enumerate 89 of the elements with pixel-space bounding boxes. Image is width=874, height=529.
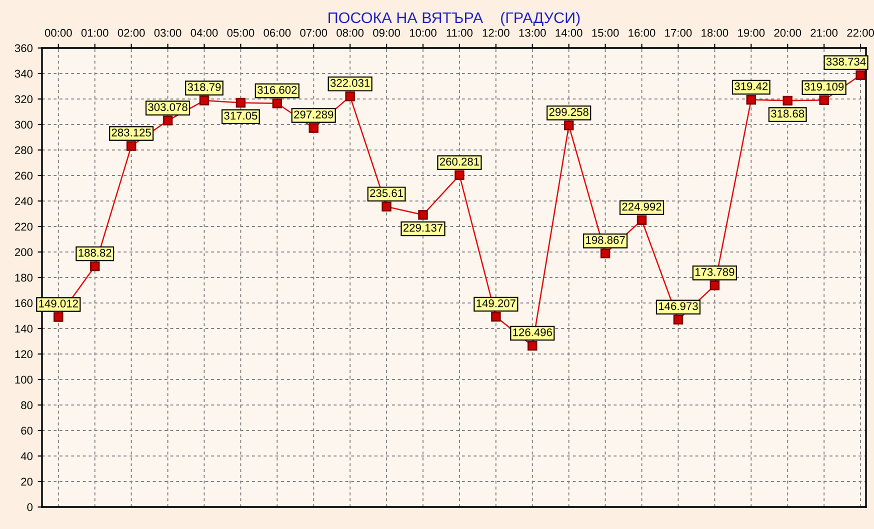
y-tick-label: 360 [14,44,33,52]
chart-title: ПОСОКА НА ВЯТЪРА (ГРАДУСИ) [328,12,580,26]
x-tick-label: 17:00 [665,28,692,37]
x-tick-label: 01:00 [81,28,108,37]
data-label: 260.281 [440,158,480,166]
point [345,92,355,102]
x-tick-label: 00:00 [44,28,72,37]
data-label: 303.078 [148,103,188,112]
data-label: 229.137 [403,224,443,232]
y-tick-label: 220 [14,222,33,231]
point [710,280,720,290]
data-label: 146.973 [658,302,698,310]
x-tick-label: 10:00 [410,28,436,37]
x-tick-label: 11:00 [446,28,473,37]
data-label: 316.602 [258,86,297,94]
data-label: 319.42 [734,82,768,90]
y-tick-label: 320 [14,95,33,104]
x-tick-label: 06:00 [264,28,291,37]
y-tick-label: 20 [21,478,33,486]
y-tick-label: 280 [14,146,33,154]
point [126,141,136,151]
point [90,261,100,272]
x-tick-label: 04:00 [190,28,218,37]
point [491,312,501,322]
x-tick-label: 16:00 [628,28,656,37]
x-tick-label: 21:00 [810,28,838,37]
data-label: 235.61 [370,189,403,198]
point [636,215,647,225]
x-tick-label: 12:00 [482,28,510,37]
data-label: 322.031 [330,79,370,87]
point [819,95,829,105]
data-label: 317.05 [224,112,258,120]
data-label: 188.82 [78,248,112,257]
y-tick-label: 160 [15,299,33,308]
x-tick-label: 05:00 [227,28,254,37]
point [418,210,428,220]
data-label: 299.258 [549,108,588,116]
y-tick-label: 100 [15,376,33,384]
x-tick-label: 07:00 [300,28,328,37]
y-tick-label: 240 [14,197,33,206]
y-tick-label: 120 [15,350,33,358]
point [782,96,792,106]
x-tick-label: 18:00 [702,28,728,37]
point [673,314,684,324]
data-label: 198.867 [586,236,625,244]
x-tick-label: 15:00 [592,28,619,37]
data-label: 173.789 [695,268,734,276]
point [600,248,610,258]
point [54,312,64,322]
data-label: 149.012 [39,300,78,308]
data-label: 297.289 [294,110,334,118]
point [199,96,210,106]
y-tick-label: 40 [20,452,33,460]
point [528,340,538,351]
data-label: 126.496 [513,328,552,336]
point [856,70,866,80]
data-label: 149.207 [476,299,516,308]
data-label: 338.734 [826,58,866,66]
point [236,98,246,108]
y-tick-label: 140 [15,324,33,333]
point [454,170,464,180]
y-tick-label: 260 [14,172,33,180]
x-tick-label: 22:00 [847,28,874,37]
point [272,98,282,108]
y-tick-label: 80 [21,401,33,410]
y-tick-label: 60 [21,426,33,435]
y-tick-label: 200 [14,248,33,256]
x-tick-label: 09:00 [373,28,400,37]
data-label: 318.79 [188,83,221,92]
x-tick-label: 03:00 [154,28,182,37]
x-tick-label: 02:00 [118,28,145,37]
x-tick-label: 20:00 [774,28,802,37]
y-tick-label: 300 [14,120,33,129]
x-tick-label: 14:00 [556,28,582,37]
x-tick-label: 13:00 [519,28,546,37]
data-label: 318.68 [771,110,804,118]
point [382,202,392,212]
point [162,116,173,126]
y-tick-label: 180 [15,274,33,282]
x-tick-label: 08:00 [336,28,364,37]
data-label: 283.125 [112,128,151,136]
data-label: 319.109 [804,82,844,91]
x-tick-label: 19:00 [738,28,765,37]
y-tick-label: 340 [14,70,33,78]
point [746,94,756,105]
point [564,120,574,130]
y-tick-label: 0 [27,503,33,512]
data-label: 224.992 [622,202,662,211]
point [308,123,318,133]
